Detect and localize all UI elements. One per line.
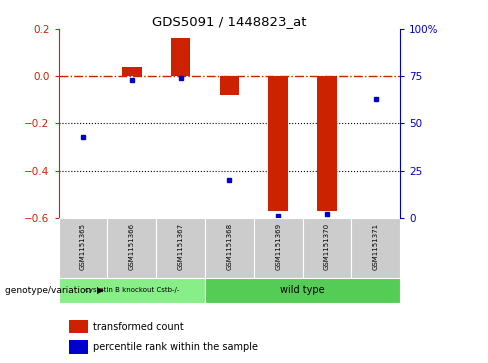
Text: genotype/variation  ▶: genotype/variation ▶: [5, 286, 104, 295]
Bar: [254, 218, 303, 278]
Text: GSM1151365: GSM1151365: [80, 223, 86, 270]
Bar: [171, 38, 190, 76]
Bar: [205, 278, 400, 303]
Bar: [156, 218, 205, 278]
Text: GSM1151368: GSM1151368: [226, 223, 232, 270]
Text: GSM1151370: GSM1151370: [324, 223, 330, 270]
Bar: [268, 76, 288, 211]
Text: GSM1151369: GSM1151369: [275, 223, 281, 270]
Bar: [220, 76, 239, 95]
Bar: [122, 67, 142, 76]
Text: percentile rank within the sample: percentile rank within the sample: [93, 342, 258, 352]
Text: GSM1151366: GSM1151366: [129, 223, 135, 270]
Bar: [205, 218, 254, 278]
Text: wild type: wild type: [280, 285, 325, 295]
Text: transformed count: transformed count: [93, 322, 183, 332]
Bar: [107, 218, 156, 278]
Text: GSM1151367: GSM1151367: [178, 223, 183, 270]
Bar: [59, 278, 205, 303]
Bar: [317, 76, 337, 211]
Bar: [59, 218, 107, 278]
Title: GDS5091 / 1448823_at: GDS5091 / 1448823_at: [152, 15, 306, 28]
Text: cystatin B knockout Cstb-/-: cystatin B knockout Cstb-/-: [84, 287, 179, 293]
Bar: [351, 218, 400, 278]
Bar: [69, 320, 88, 333]
Bar: [303, 218, 351, 278]
Bar: [69, 340, 88, 354]
Text: GSM1151371: GSM1151371: [373, 223, 379, 270]
